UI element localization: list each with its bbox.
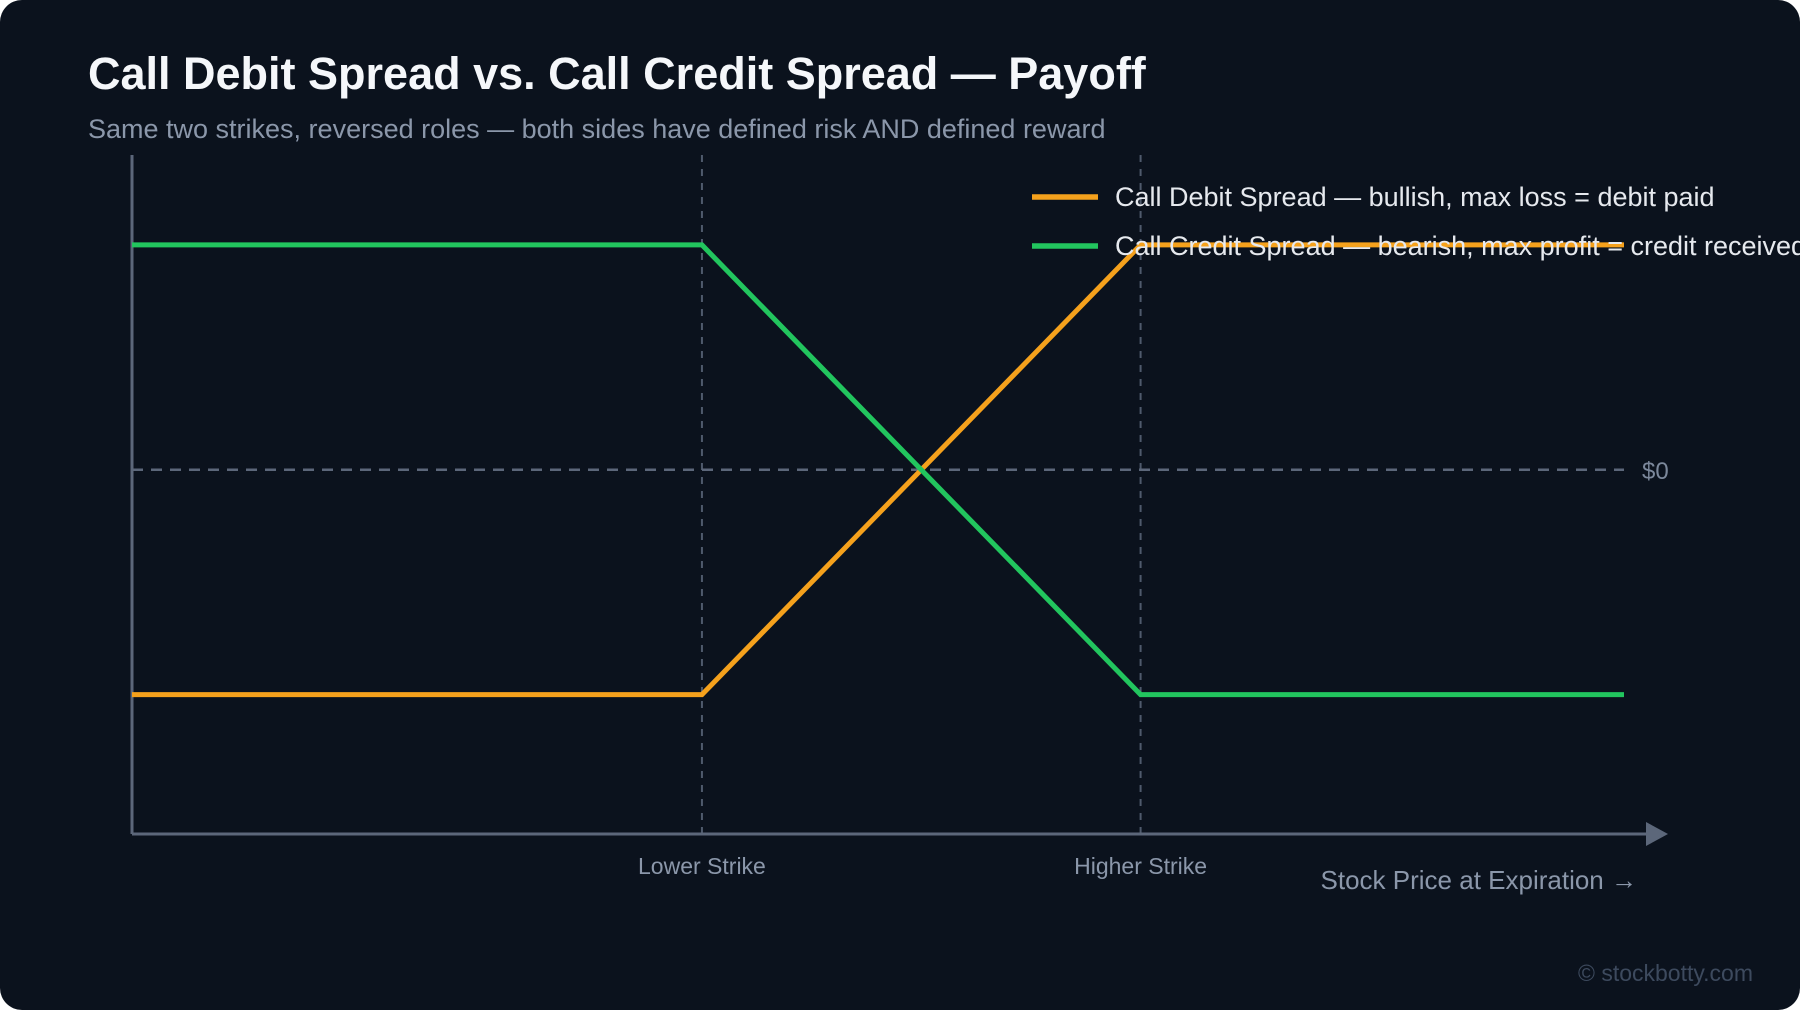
legend-label-credit: Call Credit Spread — bearish, max profit… (1115, 231, 1800, 261)
x-tick-label-1: Lower Strike (638, 853, 766, 879)
x-axis-label: Stock Price at Expiration → (1321, 865, 1637, 895)
x-axis-arrowhead (1646, 822, 1668, 846)
copyright-footer: © stockbotty.com (1577, 960, 1753, 986)
zero-value-label: $0 (1642, 458, 1669, 485)
chart-title: Call Debit Spread vs. Call Credit Spread… (88, 48, 1146, 99)
legend-label-debit: Call Debit Spread — bullish, max loss = … (1115, 182, 1715, 212)
chart-subtitle: Same two strikes, reversed roles — both … (88, 114, 1106, 144)
x-tick-label-2: Higher Strike (1074, 853, 1207, 879)
credit-spread-line (132, 242, 1624, 698)
